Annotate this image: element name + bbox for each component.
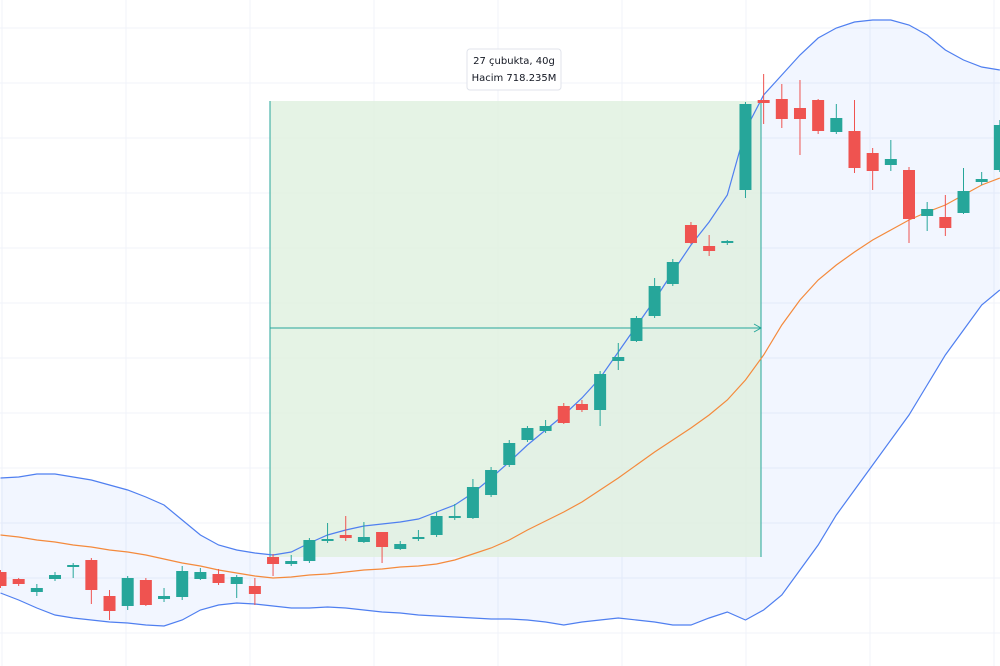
candle-body [757,100,770,103]
candle-body [394,544,407,549]
candle-body [594,374,607,410]
candle-body [194,572,207,579]
candle-body [376,532,389,547]
candle-body [648,286,661,316]
candle-body [503,443,516,465]
candle-body [557,406,570,423]
candle-body [267,557,280,564]
tooltip-text: 27 çubukta, 40g [473,56,555,67]
candle-body [412,537,425,539]
candle-body [521,428,534,440]
candle-body [575,404,588,410]
candle-body [957,191,970,213]
tooltip-text: Hacim 718.235M [472,73,557,84]
candle-body [103,596,116,611]
measure-box [270,101,761,557]
candle-body [12,579,25,584]
band-line [0,177,1000,579]
candle-body [939,217,952,228]
candle-body [921,209,934,216]
candle-body [830,118,843,132]
candle-body [248,586,261,594]
candle-body [212,574,225,583]
candle-body [321,539,334,541]
candle-body [357,537,370,542]
candle-body [721,241,734,243]
band-line [0,289,1000,627]
candle-body [630,318,643,341]
candle-body [612,357,625,361]
line-layer [0,19,1000,627]
candle-body [793,108,806,119]
candle-body [30,588,43,592]
candle-body [0,572,7,586]
candle-body [339,535,352,538]
candle-body [684,225,697,243]
candle-body [812,100,825,131]
band-line [0,19,1000,556]
candle-body [739,104,752,190]
candle-body [139,580,152,605]
candle-body [176,571,189,597]
candle-body [85,560,98,590]
candle-body [430,516,443,535]
measure-arrow-head [753,323,763,333]
candle-body [848,131,861,168]
candle-body [884,159,897,165]
tooltip [466,48,562,91]
candle-body [775,99,788,119]
candle-body [121,578,134,606]
candle-body [993,125,1000,170]
candle-body [230,577,243,584]
candle-body [485,470,498,495]
candle-body [903,170,915,219]
candle-body [975,179,988,182]
candle-body [285,561,298,564]
candle-body [49,575,62,579]
candle-body [866,153,879,171]
candle-body [67,565,80,567]
candle-layer [0,74,1000,620]
candle-body [666,262,679,284]
candle-body [466,487,479,518]
candle-body [539,426,552,431]
candle-body [448,516,461,518]
candle-body [303,540,316,561]
candle-body [703,246,716,251]
candle-body [158,596,171,599]
